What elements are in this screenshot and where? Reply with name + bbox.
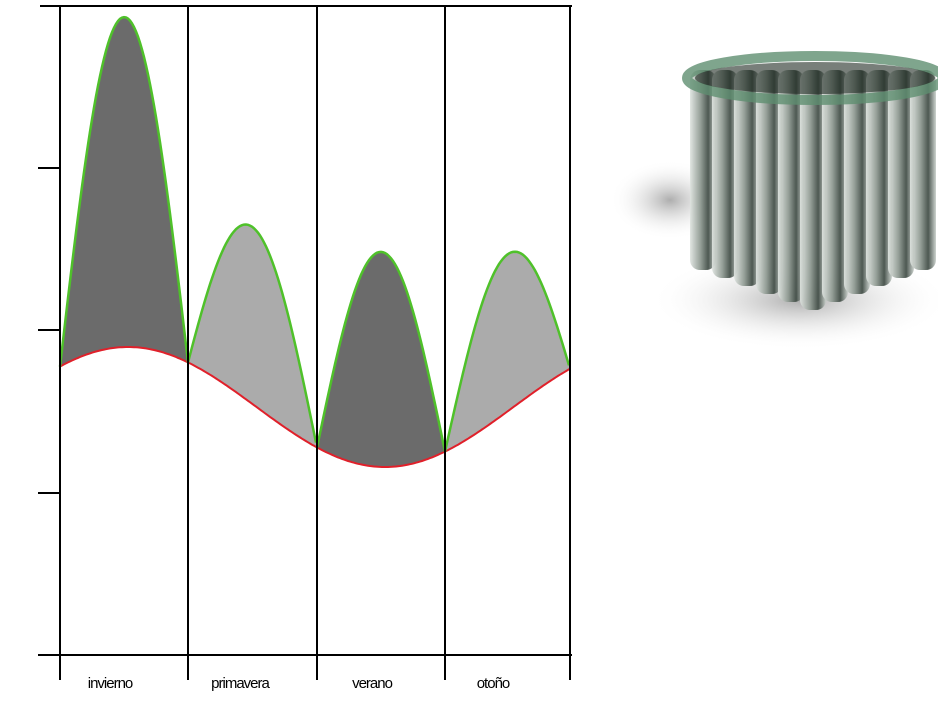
column-label: otoño [477,675,510,692]
season-area [188,225,316,447]
column-labels: invierno primavera verano otoño [88,675,510,692]
pillar [910,70,936,270]
column-label: verano [352,675,393,692]
season-diagram [38,5,572,680]
photo [610,56,938,350]
column-label: primavera [211,675,270,692]
page: invierno primavera verano otoño [0,0,938,704]
column-label: invierno [88,675,133,692]
season-area [60,17,188,367]
season-area [445,252,569,452]
